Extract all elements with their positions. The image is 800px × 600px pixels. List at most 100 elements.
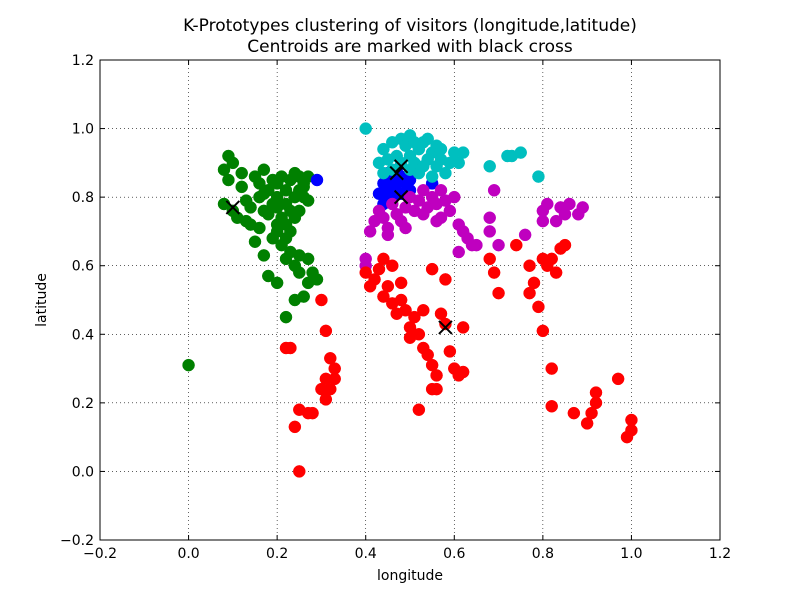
scatter-point — [487, 184, 501, 197]
scatter-point — [448, 190, 461, 204]
scatter-point — [470, 238, 483, 252]
x-tick-label: 0.0 — [177, 546, 199, 562]
scatter-point — [222, 173, 235, 187]
axis-ticks: −0.2 0.0 0.2 0.4 0.6 0.8 1.0 1.2 −0.2 0.0 0.2 0.4 0.… — [60, 53, 731, 562]
x-tick-label: 1.2 — [709, 546, 731, 562]
scatter-point — [310, 173, 324, 187]
scatter-point — [487, 266, 501, 279]
scatter-point — [576, 201, 589, 214]
scatter-point — [408, 310, 421, 324]
scatter-point — [611, 372, 625, 386]
scatter-point — [363, 280, 377, 293]
scatter-point — [439, 317, 452, 331]
chart-subtitle: Centroids are marked with black cross — [247, 37, 573, 57]
scatter-point — [235, 166, 248, 180]
scatter-point — [226, 156, 240, 170]
y-tick-label: 1.0 — [72, 122, 94, 138]
y-tick-label: 0.4 — [72, 327, 94, 343]
scatter-point — [244, 218, 257, 231]
scatter-point — [319, 324, 333, 338]
x-tick-label: 1.0 — [620, 546, 642, 562]
scatter-point — [563, 197, 576, 211]
y-tick-label: 0.0 — [72, 464, 94, 480]
y-axis-label: latitude — [34, 273, 50, 327]
scatter-point — [262, 269, 275, 283]
scatter-point — [324, 382, 337, 396]
scatter-point — [293, 465, 306, 478]
scatter-point — [430, 382, 443, 396]
scatter-point — [483, 225, 496, 238]
scatter-point — [536, 324, 550, 338]
scatter-point — [284, 341, 297, 355]
scatter-point — [279, 310, 293, 324]
x-tick-label: −0.2 — [83, 546, 117, 562]
grid — [99, 59, 721, 541]
scatter-point — [412, 403, 426, 416]
scatter-point — [417, 208, 430, 221]
scatter-point — [425, 262, 439, 276]
scatter-point — [483, 160, 496, 173]
scatter-point — [306, 406, 319, 420]
centroid-cross — [393, 189, 409, 205]
scatter-point — [244, 201, 257, 214]
scatter-point — [549, 214, 563, 228]
scatter-point — [567, 406, 581, 420]
scatter-point — [266, 173, 279, 187]
scatter-point — [270, 201, 284, 214]
scatter-point — [377, 252, 390, 266]
scatter-point — [182, 358, 195, 372]
scatter-point — [518, 228, 532, 242]
centroid-cross — [393, 159, 409, 174]
scatter-point — [514, 146, 527, 159]
scatter-point — [293, 266, 306, 279]
y-tick-label: −0.2 — [60, 533, 94, 549]
scatter-point — [532, 300, 545, 314]
scatter-point — [279, 232, 293, 245]
scatter-point — [359, 266, 372, 279]
scatter-point — [439, 273, 452, 286]
scatter-point — [527, 276, 541, 290]
scatter-point — [257, 163, 271, 176]
x-tick-label: 0.4 — [355, 546, 377, 562]
scatter-point — [266, 232, 279, 245]
scatter-point — [301, 194, 315, 207]
scatter-point — [408, 136, 421, 149]
scatter-point — [434, 211, 448, 224]
chart-title: K-Prototypes clustering of visitors (lon… — [183, 16, 637, 36]
scatter-point — [545, 362, 558, 375]
scatter-point — [430, 369, 443, 382]
scatter-point — [452, 245, 465, 259]
centroid-cross — [389, 165, 404, 181]
scatter-point — [394, 276, 408, 290]
x-tick-label: 0.6 — [443, 546, 465, 562]
scatter-point — [257, 249, 271, 262]
scatter-point — [359, 122, 372, 135]
scatter-point — [381, 180, 395, 194]
scatter-point — [558, 238, 572, 252]
scatter-point — [288, 420, 302, 434]
scatter-point — [541, 197, 554, 211]
scatter-point — [257, 187, 271, 200]
scatter-point — [377, 166, 390, 180]
scatter-point — [386, 259, 399, 272]
scatter-point — [434, 142, 448, 156]
scatter-point — [381, 228, 395, 242]
scatter-point — [288, 293, 302, 307]
scatter-point — [421, 132, 434, 146]
scatter-point — [443, 204, 457, 218]
scatter-point — [288, 211, 302, 224]
scatter-point — [425, 170, 439, 183]
scatter-point — [417, 304, 430, 317]
scatter-point — [443, 345, 457, 358]
scatter-point — [549, 266, 563, 279]
centroid-cross — [225, 200, 241, 215]
scatter-point — [456, 321, 470, 334]
scatter-point — [403, 331, 417, 344]
scatter-point — [492, 286, 505, 300]
scatter-point — [532, 170, 545, 183]
centroid-markers — [225, 159, 453, 335]
plot-frame — [99, 59, 721, 541]
scatter-point — [523, 259, 536, 272]
scatter-point — [235, 180, 248, 194]
